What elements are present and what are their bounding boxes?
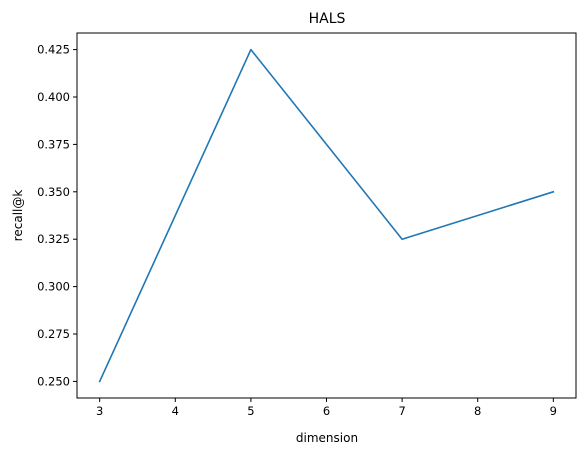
x-tick-label: 6	[323, 404, 330, 418]
y-tick-label: 0.300	[37, 280, 70, 294]
y-tick-label: 0.425	[37, 43, 70, 57]
x-tick-label: 7	[398, 404, 405, 418]
x-tick-label: 3	[96, 404, 103, 418]
chart-title: HALS	[309, 11, 346, 27]
y-axis: 0.250 0.275 0.300 0.325 0.350 0.375 0.400 0.425	[37, 43, 77, 388]
y-tick-label: 0.350	[37, 185, 70, 199]
plot-area	[76, 32, 577, 399]
y-tick-label: 0.325	[37, 232, 70, 246]
x-tick-label: 5	[247, 404, 254, 418]
y-axis-label: recall@k	[11, 190, 25, 242]
x-tick-label: 9	[550, 404, 557, 418]
series-layer	[98, 48, 555, 383]
x-tick-label: 8	[474, 404, 481, 418]
y-tick-label: 0.275	[37, 327, 70, 341]
y-tick-label: 0.250	[37, 374, 70, 388]
y-tick-label: 0.375	[37, 137, 70, 151]
x-axis: 3 4 5 6 7 8 9	[96, 398, 557, 418]
y-tick-label: 0.400	[37, 90, 70, 104]
plot-frame	[76, 32, 577, 399]
series-line	[98, 48, 555, 383]
x-axis-label: dimension	[296, 431, 358, 445]
x-tick-label: 4	[172, 404, 179, 418]
